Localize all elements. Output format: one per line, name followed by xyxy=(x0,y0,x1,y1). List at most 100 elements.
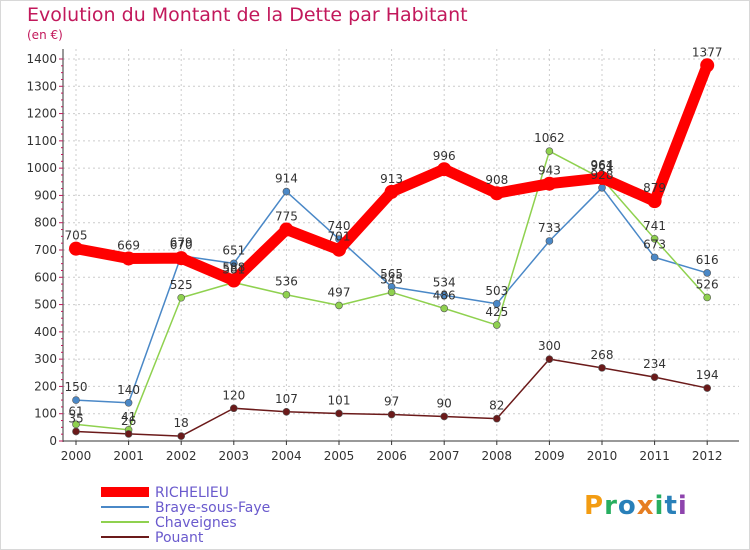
data-point xyxy=(650,373,659,381)
data-point xyxy=(545,355,554,363)
data-point xyxy=(230,259,238,268)
data-label: 741 xyxy=(643,219,666,233)
data-point xyxy=(124,398,133,407)
data-label: 41 xyxy=(121,410,136,424)
x-tick-label: 2002 xyxy=(166,449,197,463)
data-label: 97 xyxy=(384,395,399,409)
legend-label: Chaveignes xyxy=(155,515,237,531)
data-label: 536 xyxy=(275,275,298,289)
legend-label: RICHELIEU xyxy=(155,485,229,501)
y-tick-label: 500 xyxy=(34,298,57,312)
data-label: 961 xyxy=(591,159,614,173)
data-point xyxy=(598,183,606,192)
data-label: 300 xyxy=(538,339,561,353)
data-label: 928 xyxy=(591,168,614,182)
data-point xyxy=(440,304,449,313)
data-point xyxy=(226,273,241,288)
y-tick-label: 100 xyxy=(34,407,57,421)
logo-letter: x xyxy=(636,491,655,521)
data-label: 670 xyxy=(170,238,193,252)
data-label: 964 xyxy=(591,158,614,172)
data-label: 150 xyxy=(65,380,88,394)
proxiti-logo: Proxiti xyxy=(584,491,688,521)
logo-letter: t xyxy=(664,491,678,521)
y-tick-label: 600 xyxy=(34,270,57,284)
data-point xyxy=(595,170,609,185)
data-point xyxy=(440,291,449,300)
data-point xyxy=(700,58,715,73)
data-label: 1377 xyxy=(692,45,723,59)
logo-letter: i xyxy=(654,491,665,521)
data-label: 1062 xyxy=(534,131,565,145)
data-point xyxy=(384,184,399,199)
y-tick-label: 700 xyxy=(34,243,57,257)
data-label: 651 xyxy=(222,243,245,257)
data-label: 234 xyxy=(643,357,666,371)
x-tick-label: 2012 xyxy=(692,449,723,463)
x-tick-label: 2000 xyxy=(61,449,92,463)
y-tick-label: 800 xyxy=(34,216,57,230)
data-label: 497 xyxy=(328,285,351,299)
data-point xyxy=(703,293,712,302)
legend-label: Braye-sous-Faye xyxy=(155,500,270,516)
y-tick-label: 1100 xyxy=(26,134,57,148)
data-label: 669 xyxy=(117,238,140,252)
data-label: 503 xyxy=(485,284,508,298)
data-point xyxy=(387,410,396,419)
data-point xyxy=(650,235,659,243)
chart-title: Evolution du Montant de la Dette par Hab… xyxy=(27,4,468,26)
y-tick-label: 1300 xyxy=(26,79,57,93)
data-point xyxy=(121,251,136,266)
data-point xyxy=(282,187,291,196)
data-point xyxy=(177,432,185,440)
data-label: 705 xyxy=(65,229,88,243)
data-point xyxy=(282,408,291,416)
data-point xyxy=(282,290,291,299)
data-point xyxy=(703,384,712,392)
data-point xyxy=(542,176,557,191)
data-point xyxy=(492,414,501,423)
data-point xyxy=(437,162,452,177)
data-point xyxy=(545,237,554,245)
x-tick-label: 2011 xyxy=(639,449,670,463)
data-point xyxy=(335,301,343,310)
data-point xyxy=(489,186,504,201)
data-label: 588 xyxy=(222,261,245,275)
data-label: 996 xyxy=(433,149,456,163)
data-point xyxy=(492,321,501,329)
data-point xyxy=(177,293,185,302)
y-tick-label: 1200 xyxy=(26,107,57,121)
data-point xyxy=(492,299,501,308)
data-point xyxy=(440,412,449,421)
data-label: 908 xyxy=(485,173,508,187)
y-tick-label: 200 xyxy=(34,379,57,393)
data-point xyxy=(703,269,712,277)
data-label: 107 xyxy=(275,392,298,406)
x-tick-label: 2010 xyxy=(587,449,618,463)
data-label: 581 xyxy=(222,262,245,276)
data-point xyxy=(650,253,659,262)
data-label: 914 xyxy=(275,172,298,186)
data-label: 18 xyxy=(174,416,189,430)
chart-unit: (en €) xyxy=(27,28,63,42)
data-label: 733 xyxy=(538,221,561,235)
data-point xyxy=(69,241,83,256)
data-point xyxy=(545,147,554,156)
logo-letter: P xyxy=(584,491,605,521)
logo-letter: r xyxy=(604,491,618,521)
y-tick-label: 900 xyxy=(34,188,57,202)
x-tick-label: 2009 xyxy=(534,449,565,463)
data-label: 879 xyxy=(643,181,666,195)
data-label: 35 xyxy=(68,411,83,425)
data-point xyxy=(174,251,189,266)
x-tick-label: 2001 xyxy=(113,449,144,463)
data-label: 943 xyxy=(538,164,561,178)
data-point xyxy=(647,194,662,209)
data-label: 701 xyxy=(328,230,351,244)
data-label: 268 xyxy=(591,348,614,362)
x-tick-label: 2007 xyxy=(429,449,460,463)
data-label: 673 xyxy=(643,237,666,251)
data-label: 534 xyxy=(433,275,456,289)
